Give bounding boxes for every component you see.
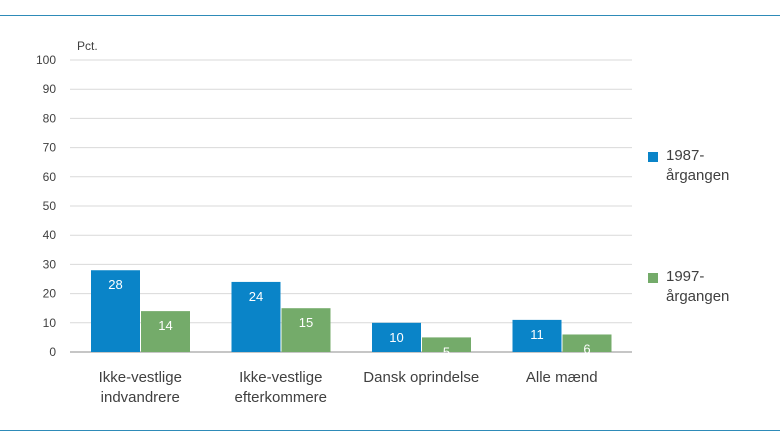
y-tick-label: 100 [36,53,56,67]
bar-1987-0 [91,270,140,352]
data-label: 11 [530,327,544,342]
y-tick-label: 20 [43,287,57,301]
bottom-rule [0,430,780,431]
data-label: 14 [158,318,172,333]
legend-item-1997: 1997- årgangen [648,267,746,307]
y-tick-label: 10 [43,316,57,330]
x-category-label: Ikke-vestlige efterkommere [234,369,327,406]
y-tick-label: 40 [43,228,57,242]
data-label: 24 [249,289,263,304]
bar-1997-1 [281,308,331,352]
data-label: 28 [108,277,122,292]
bar-1997-2 [422,337,471,352]
y-tick-label: 0 [49,345,56,359]
data-label: 6 [583,341,590,356]
y-tick-label: 50 [43,199,57,213]
data-label: 10 [389,330,403,345]
y-tick-label: 70 [43,141,57,155]
y-tick-label: 90 [43,82,57,96]
bar-1987-3 [512,319,562,352]
data-label: 15 [299,315,313,330]
legend-swatch-1987 [648,152,658,162]
x-category-label: Ikke-vestlige indvandrere [99,369,182,406]
bar-1997-3 [562,334,612,352]
y-tick-label: 30 [43,257,57,271]
bar-1997-0 [141,311,190,352]
data-label: 5 [443,344,450,359]
x-category-label: Dansk oprindelse [363,369,479,386]
bar-1987-1 [231,281,281,352]
x-category-label: Alle mænd [526,369,598,386]
y-unit-label: Pct. [77,39,98,53]
legend-label-1997: 1997- årgangen [666,268,730,305]
legend-label-1987: 1987- årgangen [666,147,730,184]
y-tick-label: 80 [43,111,57,125]
top-rule [0,15,780,16]
bar-1987-2 [372,322,421,352]
legend-swatch-1997 [648,273,658,283]
legend-item-1987: 1987- årgangen [648,146,746,186]
y-tick-label: 60 [43,170,57,184]
